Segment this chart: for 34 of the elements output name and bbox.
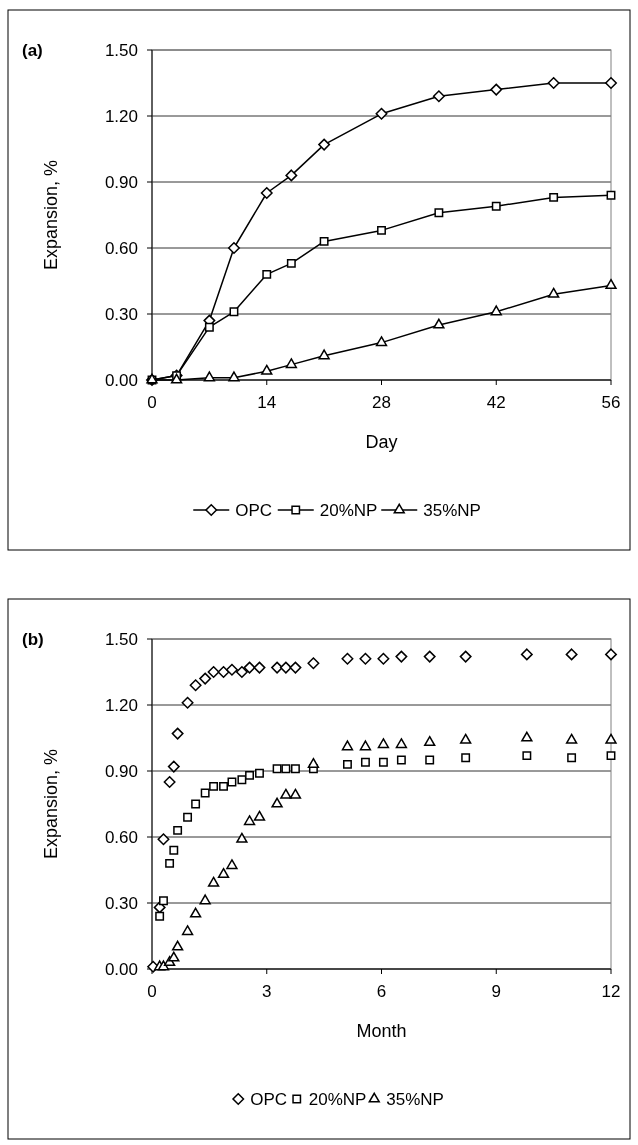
x-tick-label: 0: [147, 982, 157, 1001]
x-tick-label: 0: [147, 393, 157, 412]
chart-title: (b): [22, 630, 44, 649]
y-axis-title: Expansion, %: [41, 748, 61, 860]
y-tick-label: 0.00: [104, 959, 138, 979]
y-tick-label: 1.50: [104, 40, 138, 60]
chart-title: (a): [22, 41, 43, 60]
y-tick-label: 0.00: [104, 370, 138, 390]
x-tick-label: 3: [262, 982, 272, 1001]
y-tick-label: 1.20: [104, 106, 138, 126]
legend-label: 20%NP: [308, 1089, 367, 1109]
x-tick-label: 14: [257, 393, 277, 412]
y-tick-label: 0.90: [104, 761, 138, 781]
y-tick-label: 0.30: [104, 893, 138, 913]
legend-label: 35%NP: [386, 1089, 444, 1109]
y-tick-label: 1.50: [104, 629, 138, 649]
y-tick-label: 0.60: [104, 827, 138, 847]
x-tick-label: 28: [372, 393, 391, 412]
x-tick-label: 6: [376, 982, 387, 1001]
y-tick-label: 0.90: [104, 172, 138, 192]
y-tick-label: 0.60: [104, 238, 138, 258]
x-tick-label: 42: [486, 393, 506, 412]
x-axis-title: Month: [356, 1021, 407, 1041]
y-tick-label: 1.20: [104, 695, 138, 715]
y-tick-label: 0.30: [104, 304, 138, 324]
legend-label: 20%NP: [319, 500, 378, 520]
x-axis-title: Day: [365, 432, 398, 452]
y-axis-title: Expansion, %: [41, 159, 61, 271]
x-tick-label: 56: [601, 393, 621, 412]
legend-label: 35%NP: [423, 500, 481, 520]
legend-label: OPC: [235, 500, 273, 520]
x-tick-label: 12: [601, 982, 621, 1001]
legend-label: OPC: [250, 1089, 288, 1109]
x-tick-label: 9: [491, 982, 501, 1001]
